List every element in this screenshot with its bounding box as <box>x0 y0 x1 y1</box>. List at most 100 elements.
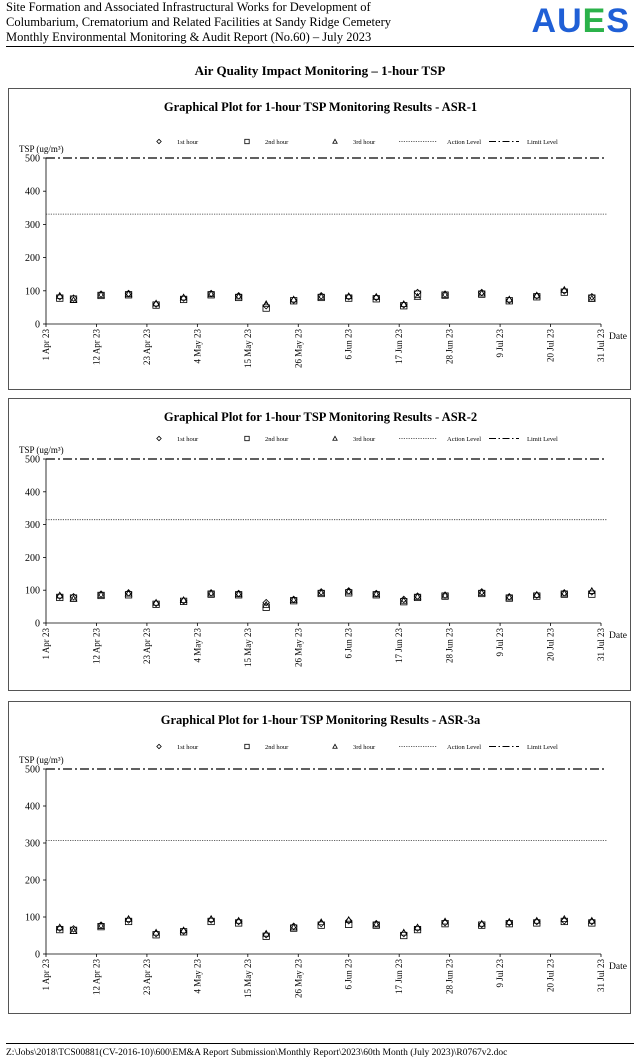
data-point-2 <box>400 302 408 310</box>
data-point-1 <box>588 917 596 926</box>
y-tick-label: 200 <box>25 553 40 564</box>
legend-label: Limit Level <box>527 436 558 443</box>
data-point-3 <box>372 292 381 300</box>
y-tick-label: 200 <box>25 253 40 264</box>
x-tick-label: 15 May 23 <box>243 329 253 368</box>
footer-path: Z:\Jobs\2018\TCS00881(CV-2016-10)\600\EM… <box>6 1048 508 1058</box>
legend-label: 3rd hour <box>353 436 376 443</box>
legend-marker-1 <box>156 138 162 145</box>
x-tick-label: 20 Jul 23 <box>546 329 556 363</box>
data-point-3 <box>234 916 243 924</box>
x-tick-label: 17 Jun 23 <box>394 329 404 365</box>
y-tick-label: 300 <box>25 220 40 231</box>
legend-marker-1 <box>156 743 162 750</box>
data-point-2 <box>180 597 188 605</box>
data-point-2 <box>152 301 160 309</box>
legend-label: Action Level <box>447 436 481 443</box>
y-tick-label: 0 <box>35 320 40 331</box>
data-point-3 <box>97 921 105 929</box>
data-point-2 <box>152 600 160 608</box>
x-tick-label: 4 May 23 <box>192 959 202 994</box>
x-tick-label: 15 May 23 <box>243 628 253 667</box>
data-point-1 <box>505 296 514 304</box>
data-point-2 <box>262 304 270 312</box>
x-tick-label: 28 Jun 23 <box>445 959 455 995</box>
x-tick-label: 12 Apr 23 <box>91 329 101 366</box>
data-point-1 <box>262 598 270 607</box>
data-point-1 <box>179 294 188 302</box>
x-axis-label: Date <box>609 962 627 972</box>
data-point-3 <box>505 917 514 925</box>
data-point-3 <box>69 927 78 935</box>
legend-label: 3rd hour <box>353 744 376 751</box>
data-point-3 <box>587 586 596 594</box>
x-tick-label: 12 Apr 23 <box>91 628 101 665</box>
x-tick-label: 17 Jun 23 <box>394 628 404 664</box>
chart-title: Graphical Plot for 1-hour TSP Monitoring… <box>161 713 481 727</box>
x-tick-label: 12 Apr 23 <box>91 959 101 996</box>
data-point-3 <box>207 914 216 922</box>
y-tick-label: 400 <box>25 187 40 198</box>
data-point-3 <box>179 293 188 301</box>
data-point-3 <box>441 917 449 925</box>
legend-label: 1st hour <box>177 436 199 443</box>
data-point-3 <box>317 292 326 300</box>
data-point-3 <box>413 923 422 931</box>
x-tick-label: 31 Jul 23 <box>596 959 606 993</box>
data-point-1 <box>372 293 381 302</box>
data-point-3 <box>532 590 541 598</box>
x-tick-label: 26 May 23 <box>293 628 303 667</box>
data-point-2 <box>533 592 541 600</box>
data-point-3 <box>317 588 326 596</box>
data-point-3 <box>399 928 408 936</box>
data-point-1 <box>413 924 422 932</box>
data-point-2 <box>478 921 486 929</box>
y-tick-label: 100 <box>25 286 40 297</box>
x-tick-label: 23 Apr 23 <box>142 628 152 665</box>
data-point-3 <box>532 916 541 924</box>
chart-svg: Graphical Plot for 1-hour TSP Monitoring… <box>19 100 627 368</box>
y-axis-label: TSP (ug/m³) <box>19 445 64 455</box>
data-point-2 <box>413 290 422 298</box>
data-point-3 <box>413 292 422 300</box>
x-tick-label: 23 Apr 23 <box>142 959 152 996</box>
data-point-3 <box>477 588 486 596</box>
data-point-1 <box>179 596 188 605</box>
y-tick-label: 500 <box>25 765 40 776</box>
legend-marker-3 <box>332 435 338 441</box>
data-point-2 <box>505 297 513 305</box>
header-line-3: Monthly Environmental Monitoring & Audit… <box>6 30 372 44</box>
y-tick-label: 300 <box>25 520 40 531</box>
x-tick-label: 20 Jul 23 <box>546 628 556 662</box>
data-point-3 <box>317 918 326 926</box>
data-point-3 <box>532 291 541 299</box>
legend-label: Limit Level <box>527 744 558 751</box>
x-tick-label: 1 Apr 23 <box>41 329 51 361</box>
data-point-3 <box>179 926 188 934</box>
data-point-1 <box>344 916 353 925</box>
data-point-3 <box>262 929 271 937</box>
footer-rule <box>6 1043 634 1044</box>
data-point-3 <box>55 291 64 299</box>
header-rule <box>6 46 634 47</box>
x-tick-label: 4 May 23 <box>192 329 202 364</box>
data-point-3 <box>124 589 133 597</box>
header-text: Site Formation and Associated Infrastruc… <box>6 0 462 45</box>
data-point-1 <box>505 918 514 927</box>
data-point-3 <box>344 587 353 595</box>
data-point-3 <box>124 914 133 922</box>
data-point-3 <box>55 591 64 599</box>
data-point-2 <box>180 928 188 936</box>
legend-label: Action Level <box>447 744 481 751</box>
x-tick-label: 20 Jul 23 <box>546 959 556 993</box>
data-point-3 <box>152 299 160 307</box>
data-point-1 <box>533 292 541 300</box>
y-axis-label: TSP (ug/m³) <box>19 755 64 765</box>
x-tick-label: 28 Jun 23 <box>445 628 455 664</box>
x-axis-label: Date <box>609 332 627 342</box>
data-point-3 <box>399 300 408 308</box>
legend-label: 2nd hour <box>265 436 289 443</box>
y-tick-label: 100 <box>25 586 40 597</box>
data-point-1 <box>152 599 160 608</box>
x-tick-label: 23 Apr 23 <box>142 329 152 366</box>
